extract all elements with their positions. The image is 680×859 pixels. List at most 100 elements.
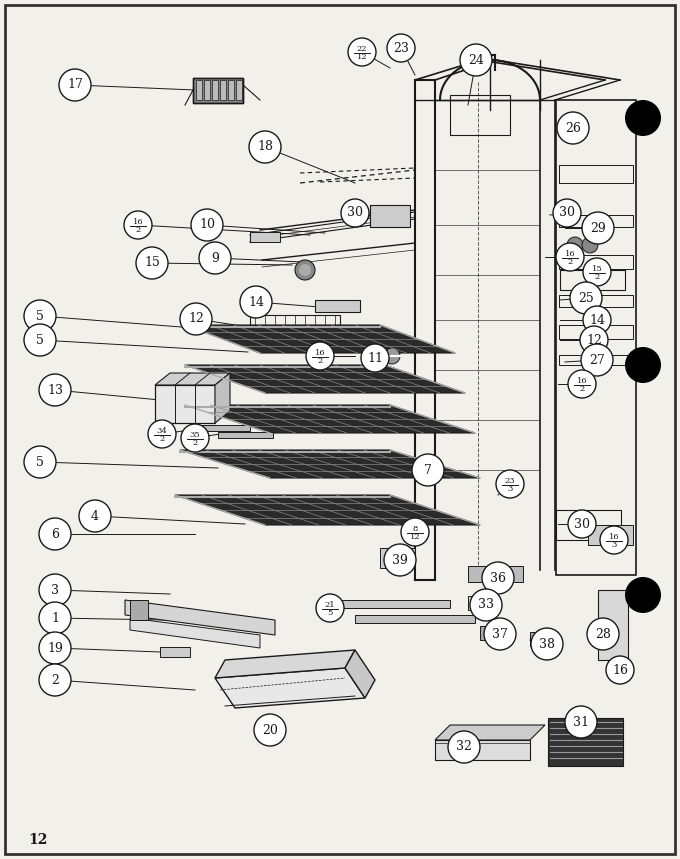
Text: 30: 30: [574, 517, 590, 531]
Circle shape: [39, 602, 71, 634]
Circle shape: [148, 420, 176, 448]
Text: 12: 12: [28, 833, 48, 847]
Polygon shape: [155, 373, 230, 385]
Text: 2: 2: [192, 439, 198, 447]
Circle shape: [470, 589, 502, 621]
Circle shape: [180, 303, 212, 335]
Polygon shape: [175, 495, 480, 525]
Circle shape: [401, 518, 429, 546]
Text: 14: 14: [589, 314, 605, 326]
FancyBboxPatch shape: [340, 600, 450, 608]
Polygon shape: [125, 600, 275, 635]
Circle shape: [39, 632, 71, 664]
Text: 2: 2: [567, 258, 573, 266]
Text: 2: 2: [318, 357, 322, 365]
Text: 38: 38: [539, 637, 555, 650]
Text: 30: 30: [347, 206, 363, 220]
Circle shape: [610, 660, 630, 680]
Text: 16: 16: [133, 218, 143, 226]
FancyBboxPatch shape: [193, 78, 243, 103]
FancyBboxPatch shape: [220, 80, 226, 100]
Text: 6: 6: [51, 527, 59, 540]
Circle shape: [348, 38, 376, 66]
FancyBboxPatch shape: [160, 647, 190, 657]
Text: 34: 34: [156, 427, 167, 435]
Circle shape: [587, 618, 619, 650]
Polygon shape: [130, 618, 260, 648]
Text: 22: 22: [357, 45, 367, 53]
Circle shape: [568, 370, 596, 398]
Circle shape: [482, 562, 514, 594]
Polygon shape: [435, 725, 545, 740]
Circle shape: [24, 446, 56, 478]
Circle shape: [361, 344, 389, 372]
Text: 8: 8: [412, 525, 418, 533]
Circle shape: [39, 664, 71, 696]
Circle shape: [387, 34, 415, 62]
Circle shape: [582, 212, 614, 244]
Text: 5: 5: [36, 309, 44, 322]
Text: 2: 2: [135, 226, 141, 234]
Circle shape: [199, 242, 231, 274]
Text: 11: 11: [367, 351, 383, 364]
Text: 19: 19: [47, 642, 63, 655]
Circle shape: [240, 286, 272, 318]
Text: 31: 31: [573, 716, 589, 728]
Text: 3: 3: [507, 485, 513, 493]
Text: 13: 13: [47, 383, 63, 397]
Polygon shape: [215, 668, 365, 708]
Polygon shape: [215, 650, 355, 678]
Text: 24: 24: [468, 53, 484, 66]
Circle shape: [191, 209, 223, 241]
Text: 23: 23: [393, 41, 409, 54]
Text: 15: 15: [144, 257, 160, 270]
Circle shape: [568, 510, 596, 538]
FancyBboxPatch shape: [204, 80, 210, 100]
Circle shape: [384, 544, 416, 576]
FancyBboxPatch shape: [315, 300, 360, 312]
Text: 2: 2: [51, 673, 59, 686]
Text: 2: 2: [594, 273, 600, 281]
Polygon shape: [215, 373, 230, 423]
Text: 12: 12: [357, 53, 367, 61]
Circle shape: [299, 264, 311, 276]
Text: 2: 2: [579, 385, 585, 393]
Polygon shape: [435, 740, 530, 760]
Circle shape: [583, 258, 611, 286]
FancyBboxPatch shape: [212, 80, 218, 100]
Text: 29: 29: [590, 222, 606, 235]
FancyBboxPatch shape: [355, 615, 475, 623]
Text: 23: 23: [505, 477, 515, 485]
Circle shape: [570, 282, 602, 314]
FancyBboxPatch shape: [548, 718, 623, 766]
Text: 16: 16: [315, 349, 325, 357]
Circle shape: [79, 500, 111, 532]
Text: 9: 9: [211, 252, 219, 265]
Text: 16: 16: [577, 377, 588, 385]
Circle shape: [448, 731, 480, 763]
Text: 21: 21: [324, 601, 335, 609]
Text: 36: 36: [490, 571, 506, 584]
Circle shape: [306, 342, 334, 370]
Circle shape: [580, 326, 608, 354]
Circle shape: [625, 100, 661, 136]
FancyBboxPatch shape: [218, 432, 273, 438]
Text: 17: 17: [67, 78, 83, 92]
Text: 20: 20: [262, 723, 278, 736]
Text: 26: 26: [565, 121, 581, 135]
Circle shape: [606, 656, 634, 684]
Polygon shape: [185, 325, 455, 353]
Text: 28: 28: [595, 628, 611, 641]
Circle shape: [565, 706, 597, 738]
Circle shape: [24, 324, 56, 356]
FancyBboxPatch shape: [588, 525, 633, 545]
FancyBboxPatch shape: [468, 596, 498, 610]
Text: 12: 12: [188, 313, 204, 326]
Circle shape: [24, 300, 56, 332]
Circle shape: [295, 260, 315, 280]
FancyBboxPatch shape: [196, 80, 202, 100]
Text: 16: 16: [564, 250, 575, 258]
Text: 25: 25: [578, 291, 594, 304]
Text: 5: 5: [327, 609, 333, 617]
Circle shape: [384, 348, 400, 364]
